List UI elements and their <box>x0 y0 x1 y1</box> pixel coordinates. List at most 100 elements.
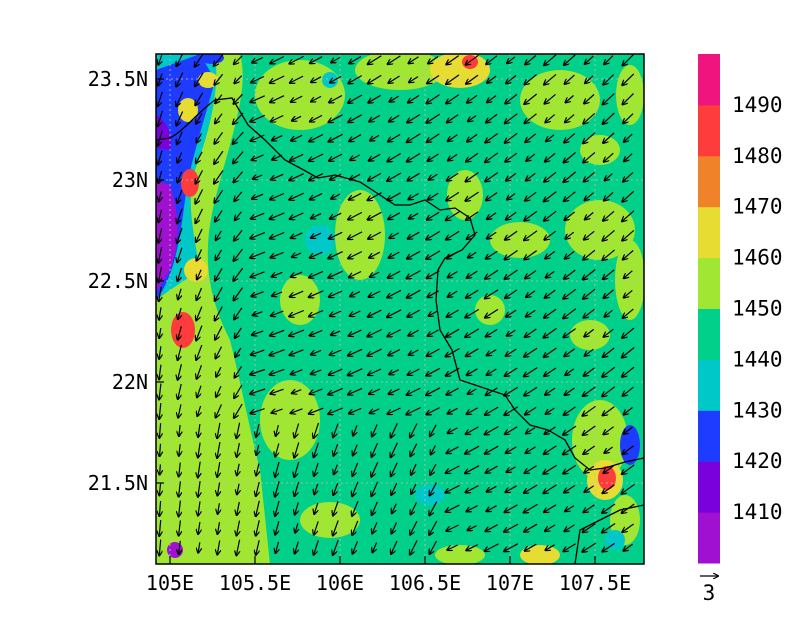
wind-vector <box>506 309 517 317</box>
wind-vector <box>352 481 359 496</box>
wind-vector <box>622 190 635 201</box>
wind-vector <box>372 442 379 457</box>
wind-vector <box>623 171 634 181</box>
wind-vector <box>566 95 574 103</box>
wind-vector <box>544 504 557 512</box>
wind-vector <box>446 367 460 376</box>
wind-vector <box>603 112 615 124</box>
wind-vector <box>295 541 299 554</box>
wind-vector <box>271 310 284 316</box>
wind-vector <box>314 462 319 476</box>
mid-patch-9 <box>570 320 610 350</box>
wind-vector <box>197 269 201 280</box>
wind-vector <box>159 403 161 419</box>
wind-vector <box>370 134 380 140</box>
wind-vector <box>214 150 224 164</box>
wind-vector <box>311 95 322 101</box>
wind-vector <box>372 501 378 515</box>
wind-vector <box>485 152 499 162</box>
wind-vector <box>291 369 303 375</box>
wind-vector <box>369 114 381 121</box>
wind-vector <box>353 541 359 553</box>
wind-vector <box>583 151 596 162</box>
wind-vector <box>310 56 323 64</box>
wind-vector <box>177 247 183 263</box>
wind-vector <box>410 540 418 554</box>
wind-vector <box>309 153 324 161</box>
wind-vector <box>370 408 380 413</box>
wind-vector <box>622 464 635 474</box>
wind-vector <box>348 211 363 219</box>
wind-vector <box>427 211 440 220</box>
wind-vector <box>368 172 382 180</box>
wind-vector <box>350 173 361 179</box>
wind-vector <box>159 520 160 536</box>
wind-vector <box>602 523 616 533</box>
wind-vector <box>310 251 323 258</box>
wind-vector <box>605 309 613 316</box>
wind-vector <box>505 152 518 162</box>
wind-vector <box>584 465 595 473</box>
wind-vector <box>331 193 341 199</box>
wind-vector <box>311 349 322 354</box>
wind-vector <box>563 425 577 435</box>
wind-vector <box>525 133 537 142</box>
wind-vector <box>291 408 303 413</box>
wind-vector <box>294 423 300 438</box>
wind-vector <box>159 327 161 338</box>
wind-vector <box>314 521 319 534</box>
wind-vector <box>352 500 359 516</box>
wind-vector <box>236 422 239 438</box>
wind-vector <box>270 231 285 239</box>
wind-vector <box>233 131 244 144</box>
wind-vector <box>272 154 283 160</box>
wind-vector <box>428 56 439 64</box>
wind-vector <box>234 93 243 104</box>
wind-vector <box>237 463 239 476</box>
wind-vector <box>389 388 400 394</box>
wind-vector <box>387 289 402 297</box>
wind-vector <box>177 152 183 162</box>
wind-vector <box>623 93 634 105</box>
wind-vector <box>349 270 362 278</box>
wind-vector <box>446 74 460 84</box>
wind-vector <box>250 232 266 239</box>
colorbar-swatch <box>698 257 720 309</box>
wind-vector <box>349 192 362 199</box>
wind-vector <box>563 171 577 182</box>
wind-vector <box>485 172 499 182</box>
wind-vector <box>314 442 319 458</box>
wind-vector <box>387 309 402 317</box>
wind-vector <box>485 445 499 454</box>
wind-vector <box>426 407 440 415</box>
warm-spot-1 <box>178 98 198 122</box>
wind-vector <box>622 366 635 377</box>
wind-vector <box>391 482 398 495</box>
wind-vector <box>467 133 478 141</box>
wind-vector <box>310 329 323 335</box>
wind-vector <box>256 500 260 516</box>
wind-vector <box>275 521 279 534</box>
wind-vector <box>583 308 595 318</box>
wind-vector <box>250 251 266 258</box>
wind-vector <box>178 307 181 319</box>
wind-vector <box>507 329 516 336</box>
wind-vector <box>389 95 399 102</box>
wind-vector <box>429 173 438 180</box>
wind-vector <box>446 387 459 395</box>
wind-vector <box>272 135 283 141</box>
wind-vector <box>178 383 181 399</box>
mid-patch-7 <box>260 380 320 460</box>
wind-vector <box>389 369 400 375</box>
wind-vector <box>369 388 381 394</box>
wind-vector <box>250 408 265 414</box>
bottom-patch-3 <box>520 545 560 564</box>
wind-vector <box>466 152 479 161</box>
wind-vector <box>506 446 517 453</box>
wind-vector <box>624 133 633 142</box>
wind-vector <box>485 406 499 415</box>
wind-vector <box>196 112 203 124</box>
wind-vector <box>348 231 363 239</box>
wind-vector <box>583 425 596 435</box>
wind-vector <box>250 95 265 102</box>
